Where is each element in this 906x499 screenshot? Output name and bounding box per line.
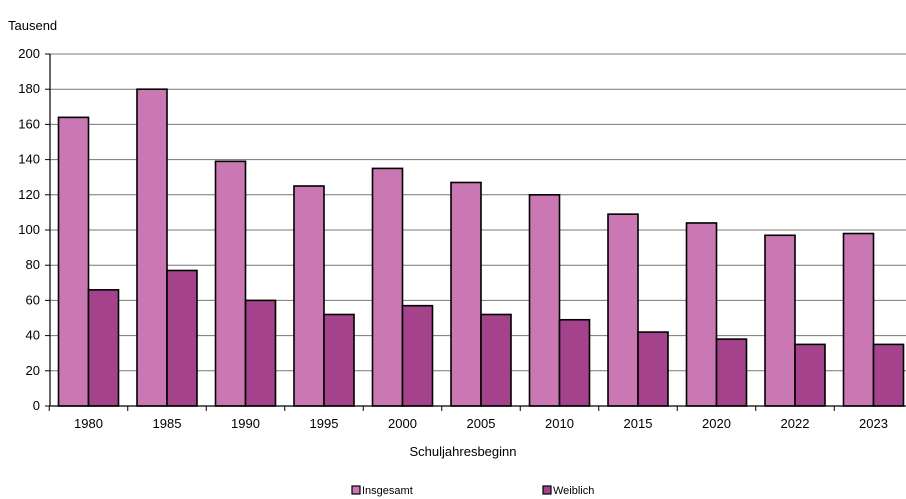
bar-weiblich-1985 — [166, 269, 198, 407]
y-tick-label: 100 — [18, 222, 40, 237]
x-tick-label: 2005 — [467, 416, 496, 431]
legend-label-weiblich: Weiblich — [553, 485, 594, 497]
bar-insgesamt-2010 — [528, 194, 561, 407]
y-tick-label: 0 — [33, 398, 40, 413]
y-tick-label: 160 — [18, 116, 40, 131]
bar-weiblich-2010 — [558, 318, 591, 407]
y-tick-label: 120 — [18, 187, 40, 202]
legend-swatch-insgesamt — [351, 485, 361, 495]
x-tick-label: 1995 — [310, 416, 339, 431]
x-tick-label: 2010 — [545, 416, 574, 431]
bar-weiblich-2020 — [715, 338, 748, 407]
bar-insgesamt-1985 — [136, 88, 168, 407]
x-tick-label: 2023 — [859, 416, 888, 431]
y-tick-label: 80 — [26, 257, 40, 272]
axes — [48, 54, 906, 411]
x-tick-label: 2022 — [781, 416, 810, 431]
bar-weiblich-1990 — [244, 299, 277, 407]
x-tick-label: 1990 — [231, 416, 260, 431]
bar-insgesamt-1980 — [57, 116, 90, 407]
y-tick-label: 140 — [18, 152, 40, 167]
y-tick-labels: 0 20 40 60 80 100 120 140 160 180 200 — [18, 46, 40, 413]
y-tick-label: 60 — [26, 292, 40, 307]
x-tick-label: 2020 — [702, 416, 731, 431]
bar-insgesamt-2023 — [842, 232, 875, 407]
legend-swatch-weiblich — [542, 485, 552, 495]
x-tick-labels: 1980 1985 1990 1995 2000 2005 2010 2015 2020 2022… — [74, 416, 888, 431]
bar-insgesamt-2005 — [450, 181, 482, 407]
x-tick-label: 1980 — [74, 416, 103, 431]
bar-weiblich-2005 — [480, 313, 512, 407]
bar-weiblich-2022 — [794, 343, 826, 407]
y-tick-label: 200 — [18, 46, 40, 61]
x-tick-label: 2000 — [388, 416, 417, 431]
x-tick-label: 1985 — [153, 416, 182, 431]
bar-insgesamt-2020 — [685, 222, 718, 407]
bar-weiblich-2015 — [637, 331, 669, 407]
bar-insgesamt-2015 — [607, 213, 639, 407]
legend-label-insgesamt: Insgesamt — [362, 485, 413, 497]
y-axis-title: Tausend — [8, 18, 57, 33]
bar-insgesamt-2000 — [371, 167, 404, 407]
bars — [57, 88, 905, 407]
y-tick-label: 180 — [18, 81, 40, 96]
x-axis-title: Schuljahresbeginn — [410, 444, 517, 459]
bar-insgesamt-1995 — [293, 185, 325, 407]
legend: Insgesamt Weiblich — [351, 485, 594, 497]
x-tick-label: 2015 — [624, 416, 653, 431]
bar-insgesamt-2022 — [764, 234, 796, 407]
bar-weiblich-1980 — [87, 289, 120, 407]
y-tick-label: 20 — [26, 363, 40, 378]
bar-weiblich-1995 — [323, 313, 355, 407]
bar-weiblich-2023 — [872, 343, 905, 407]
y-tick-label: 40 — [26, 328, 40, 343]
bar-insgesamt-1990 — [214, 160, 247, 407]
bar-weiblich-2000 — [401, 304, 434, 407]
